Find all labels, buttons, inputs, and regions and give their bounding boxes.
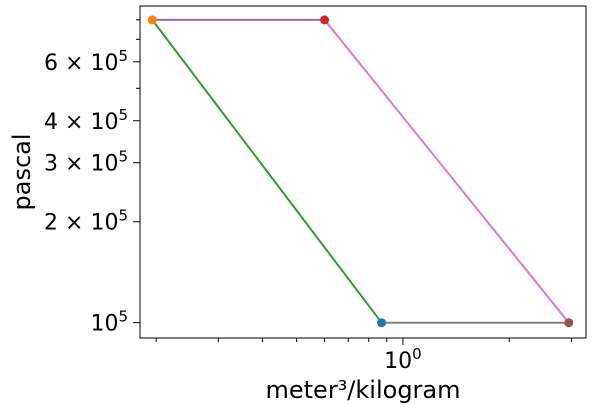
y-tick-label: 6 × 105 bbox=[44, 47, 128, 76]
y-tick-label: 105 bbox=[90, 308, 128, 337]
y-axis-ticks: 105 2 × 105 3 × 105 4 × 105 6 × 105 bbox=[44, 19, 140, 337]
plot-frame bbox=[139, 5, 587, 339]
data-point-2 bbox=[377, 318, 387, 328]
series-line-1 bbox=[323, 19, 570, 324]
x-tick-label: 100 bbox=[384, 345, 422, 374]
data-markers bbox=[147, 15, 574, 328]
data-point-0 bbox=[147, 15, 157, 25]
data-point-3 bbox=[564, 318, 574, 328]
y-tick-label: 4 × 105 bbox=[44, 106, 128, 135]
series-line-3 bbox=[151, 19, 383, 324]
x-axis-ticks: 100 bbox=[155, 338, 572, 374]
y-tick-label: 3 × 105 bbox=[44, 148, 128, 177]
y-axis-label: pascal bbox=[8, 133, 36, 210]
series-lines bbox=[151, 18, 570, 324]
data-point-1 bbox=[320, 15, 330, 25]
x-axis-label: meter³/kilogram bbox=[266, 376, 461, 404]
y-tick-label: 2 × 105 bbox=[44, 207, 128, 236]
